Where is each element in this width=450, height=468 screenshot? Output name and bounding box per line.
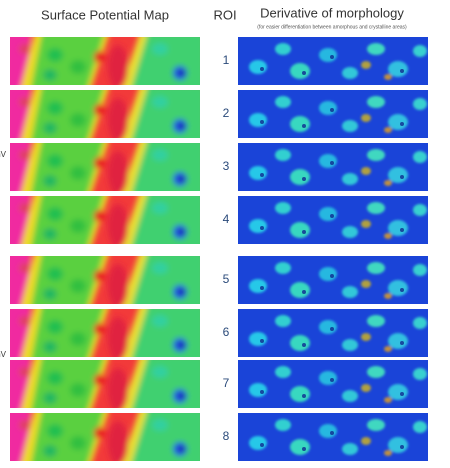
derivative-image	[238, 90, 428, 138]
right-title: Derivative of morphology	[260, 5, 404, 20]
rows: 1 2 3 4 5 6 7 8	[5, 32, 428, 468]
surface-potential-image	[5, 251, 205, 311]
figure: Surface Potential Map ROI Derivative of …	[0, 0, 450, 468]
surface-potential-image	[5, 191, 205, 251]
unit-label: mV	[0, 350, 7, 359]
right-subtitle: (for easier differentiation between amor…	[257, 24, 407, 30]
derivative-image	[238, 37, 428, 85]
roi-label: 3	[223, 159, 230, 173]
surface-potential-image	[5, 355, 205, 415]
unit-label: mV	[0, 150, 7, 159]
surface-potential-image	[5, 138, 205, 198]
surface-potential-image	[5, 32, 205, 92]
roi-label: 6	[223, 325, 230, 339]
roi-label: 7	[223, 376, 230, 390]
derivative-image	[238, 360, 428, 408]
surface-potential-image	[5, 304, 205, 364]
surface-potential-image	[5, 85, 205, 145]
roi-label: 2	[223, 106, 230, 120]
roi-label: 1	[223, 53, 230, 67]
roi-label: 5	[223, 272, 230, 286]
derivative-image	[238, 143, 428, 191]
left-title: Surface Potential Map	[41, 7, 169, 22]
derivative-image	[238, 413, 428, 461]
derivative-image	[238, 309, 428, 357]
roi-label: 4	[223, 212, 230, 226]
derivative-image	[238, 256, 428, 304]
surface-potential-image	[5, 408, 205, 468]
derivative-image	[238, 196, 428, 244]
roi-title: ROI	[213, 7, 236, 22]
roi-label: 8	[223, 429, 230, 443]
